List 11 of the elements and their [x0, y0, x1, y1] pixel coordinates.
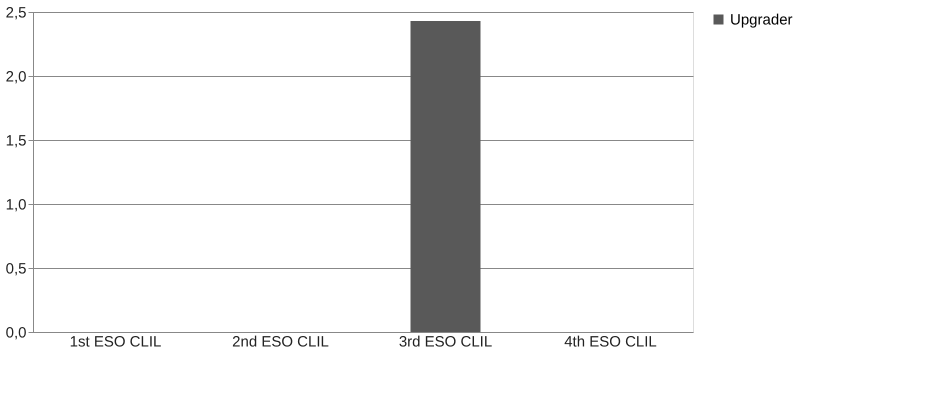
legend-label: Upgrader: [730, 12, 793, 28]
y-tick-label: 2,0: [6, 68, 26, 86]
x-tick-label: 3rd ESO CLIL: [398, 334, 492, 350]
y-tick-label: 2,5: [6, 4, 26, 22]
y-tick-label: 1,0: [6, 196, 26, 214]
x-tick-label: 1st ESO CLIL: [70, 334, 162, 350]
y-tick-label: 0,0: [6, 324, 26, 342]
x-tick-label: 2nd ESO CLIL: [232, 334, 329, 350]
y-tick-label: 1,5: [6, 132, 26, 150]
x-tick-label: 4th ESO CLIL: [564, 334, 657, 350]
y-tick-label: 0,5: [6, 260, 26, 278]
